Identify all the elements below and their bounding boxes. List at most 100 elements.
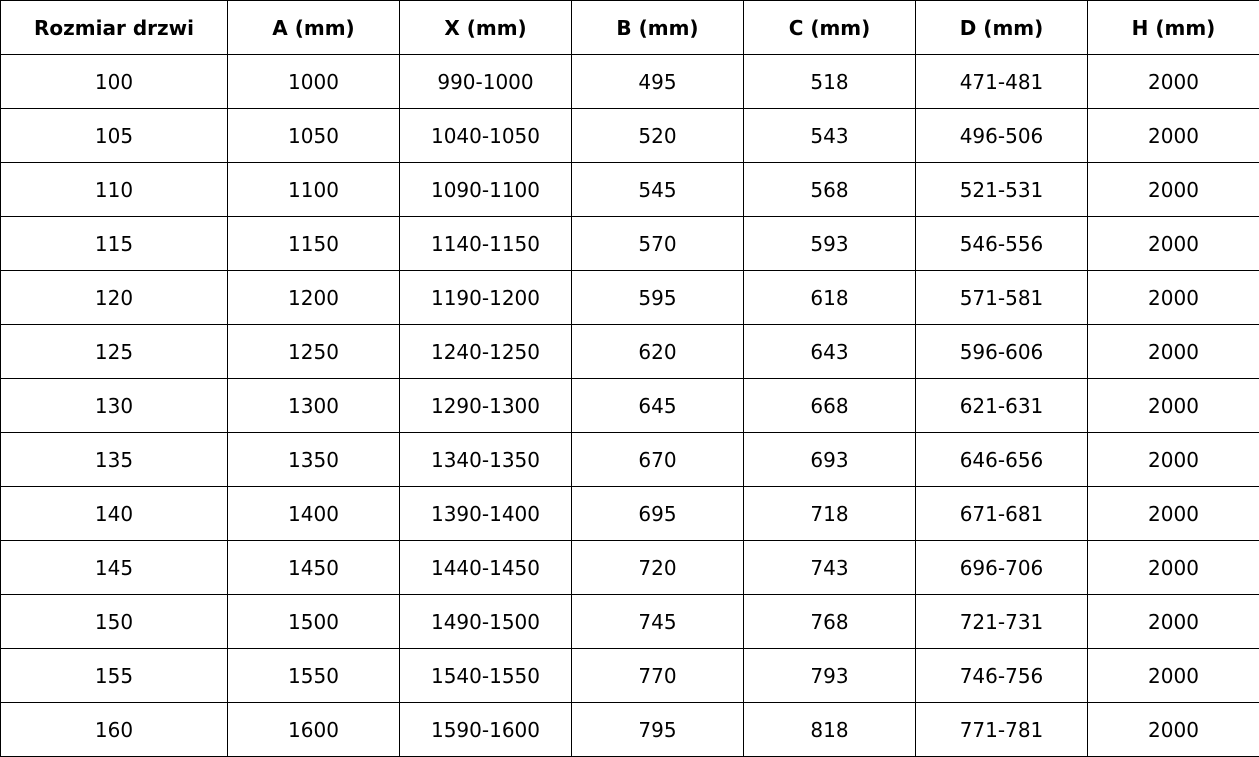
table-cell: 125 <box>0 324 228 379</box>
table-cell: 105 <box>0 108 228 163</box>
table-header: Rozmiar drzwi A (mm) X (mm) B (mm) C (mm) D (… <box>0 0 1259 55</box>
table-cell: 120 <box>0 270 228 325</box>
column-header: H (mm) <box>1087 0 1259 55</box>
table-cell: 520 <box>571 108 744 163</box>
table-row: 105 1050 1040-1050 520 543 496-506 2000 <box>0 108 1259 163</box>
table-row: 135 1350 1340-1350 670 693 646-656 2000 <box>0 432 1259 487</box>
table-cell: 1050 <box>227 108 400 163</box>
table-cell: 160 <box>0 702 228 757</box>
table-cell: 618 <box>743 270 916 325</box>
table-cell: 1000 <box>227 54 400 109</box>
table-cell: 155 <box>0 648 228 703</box>
table-cell: 1150 <box>227 216 400 271</box>
table-cell: 150 <box>0 594 228 649</box>
table-cell: 596-606 <box>915 324 1088 379</box>
table-cell: 543 <box>743 108 916 163</box>
table-cell: 2000 <box>1087 54 1259 109</box>
table-row: 145 1450 1440-1450 720 743 696-706 2000 <box>0 540 1259 595</box>
table-cell: 1300 <box>227 378 400 433</box>
table-cell: 1250 <box>227 324 400 379</box>
table-cell: 1140-1150 <box>399 216 572 271</box>
table-cell: 521-531 <box>915 162 1088 217</box>
column-header: X (mm) <box>399 0 572 55</box>
table-cell: 495 <box>571 54 744 109</box>
table-cell: 1040-1050 <box>399 108 572 163</box>
table-row: 115 1150 1140-1150 570 593 546-556 2000 <box>0 216 1259 271</box>
table-cell: 2000 <box>1087 378 1259 433</box>
table-cell: 1350 <box>227 432 400 487</box>
table-cell: 2000 <box>1087 540 1259 595</box>
table-cell: 620 <box>571 324 744 379</box>
column-header: C (mm) <box>743 0 916 55</box>
table-cell: 795 <box>571 702 744 757</box>
table-cell: 771-781 <box>915 702 1088 757</box>
table-cell: 645 <box>571 378 744 433</box>
table-cell: 110 <box>0 162 228 217</box>
table-cell: 696-706 <box>915 540 1088 595</box>
table-cell: 130 <box>0 378 228 433</box>
table-cell: 693 <box>743 432 916 487</box>
table-cell: 1100 <box>227 162 400 217</box>
table-row: 140 1400 1390-1400 695 718 671-681 2000 <box>0 486 1259 541</box>
table-cell: 546-556 <box>915 216 1088 271</box>
table-cell: 496-506 <box>915 108 1088 163</box>
table-cell: 595 <box>571 270 744 325</box>
column-header: Rozmiar drzwi <box>0 0 228 55</box>
table-cell: 720 <box>571 540 744 595</box>
table-cell: 1600 <box>227 702 400 757</box>
table-cell: 135 <box>0 432 228 487</box>
table-cell: 1190-1200 <box>399 270 572 325</box>
table-cell: 2000 <box>1087 162 1259 217</box>
table-cell: 643 <box>743 324 916 379</box>
table-cell: 670 <box>571 432 744 487</box>
table-cell: 793 <box>743 648 916 703</box>
table-cell: 1540-1550 <box>399 648 572 703</box>
table-cell: 768 <box>743 594 916 649</box>
table-cell: 1090-1100 <box>399 162 572 217</box>
table-cell: 743 <box>743 540 916 595</box>
table-cell: 990-1000 <box>399 54 572 109</box>
table-cell: 1450 <box>227 540 400 595</box>
table-cell: 1200 <box>227 270 400 325</box>
table-cell: 1550 <box>227 648 400 703</box>
table-cell: 571-581 <box>915 270 1088 325</box>
table-cell: 2000 <box>1087 432 1259 487</box>
table-cell: 745 <box>571 594 744 649</box>
table-row: 120 1200 1190-1200 595 618 571-581 2000 <box>0 270 1259 325</box>
table-cell: 1590-1600 <box>399 702 572 757</box>
table-cell: 621-631 <box>915 378 1088 433</box>
table-cell: 695 <box>571 486 744 541</box>
table-cell: 671-681 <box>915 486 1088 541</box>
table-cell: 568 <box>743 162 916 217</box>
table-cell: 2000 <box>1087 702 1259 757</box>
table-cell: 1500 <box>227 594 400 649</box>
table-cell: 818 <box>743 702 916 757</box>
table-cell: 2000 <box>1087 324 1259 379</box>
table-cell: 718 <box>743 486 916 541</box>
table-cell: 1490-1500 <box>399 594 572 649</box>
table-cell: 593 <box>743 216 916 271</box>
table-cell: 668 <box>743 378 916 433</box>
table-row: 155 1550 1540-1550 770 793 746-756 2000 <box>0 648 1259 703</box>
table-cell: 545 <box>571 162 744 217</box>
table-row: 110 1100 1090-1100 545 568 521-531 2000 <box>0 162 1259 217</box>
table-cell: 1390-1400 <box>399 486 572 541</box>
table-row: 160 1600 1590-1600 795 818 771-781 2000 <box>0 702 1259 757</box>
table-cell: 100 <box>0 54 228 109</box>
table-cell: 1290-1300 <box>399 378 572 433</box>
table-cell: 1340-1350 <box>399 432 572 487</box>
table-cell: 721-731 <box>915 594 1088 649</box>
table-cell: 646-656 <box>915 432 1088 487</box>
table-cell: 1400 <box>227 486 400 541</box>
table-row: 125 1250 1240-1250 620 643 596-606 2000 <box>0 324 1259 379</box>
table-cell: 2000 <box>1087 270 1259 325</box>
table-cell: 518 <box>743 54 916 109</box>
column-header: B (mm) <box>571 0 744 55</box>
table-cell: 770 <box>571 648 744 703</box>
table-row: 150 1500 1490-1500 745 768 721-731 2000 <box>0 594 1259 649</box>
table-cell: 140 <box>0 486 228 541</box>
table-cell: 2000 <box>1087 216 1259 271</box>
table-cell: 746-756 <box>915 648 1088 703</box>
table-cell: 1240-1250 <box>399 324 572 379</box>
